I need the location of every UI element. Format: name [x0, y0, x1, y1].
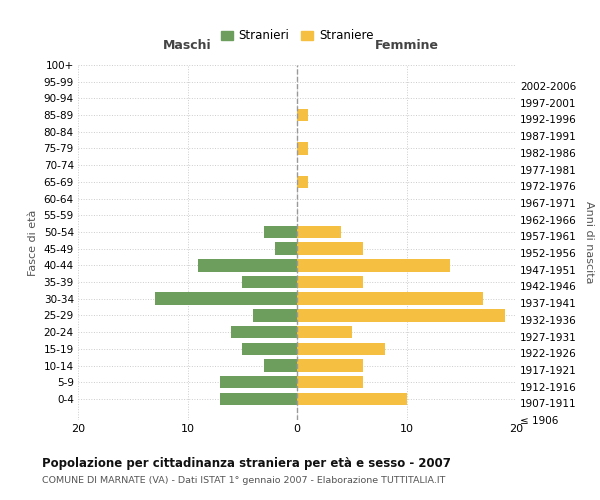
Bar [199, 259, 297, 272]
Text: COMUNE DI MARNATE (VA) - Dati ISTAT 1° gennaio 2007 - Elaborazione TUTTITALIA.IT: COMUNE DI MARNATE (VA) - Dati ISTAT 1° g… [42, 476, 445, 485]
Bar [297, 242, 362, 255]
Bar [297, 292, 483, 305]
Bar [297, 360, 362, 372]
Bar [232, 326, 297, 338]
Bar [242, 342, 297, 355]
Bar [297, 109, 308, 122]
Y-axis label: Anni di nascita: Anni di nascita [584, 201, 593, 284]
Bar [253, 309, 297, 322]
Bar [297, 342, 385, 355]
Text: Popolazione per cittadinanza straniera per età e sesso - 2007: Popolazione per cittadinanza straniera p… [42, 458, 451, 470]
Bar [264, 226, 297, 238]
Y-axis label: Fasce di età: Fasce di età [28, 210, 38, 276]
Bar [297, 392, 407, 405]
Bar [275, 242, 297, 255]
Bar [220, 392, 297, 405]
Legend: Stranieri, Straniere: Stranieri, Straniere [216, 25, 378, 47]
Bar [242, 276, 297, 288]
Bar [297, 259, 450, 272]
Bar [297, 326, 352, 338]
Bar [297, 309, 505, 322]
Bar [155, 292, 297, 305]
Bar [297, 376, 362, 388]
Text: Maschi: Maschi [163, 38, 212, 52]
Bar [297, 142, 308, 154]
Bar [220, 376, 297, 388]
Bar [297, 276, 362, 288]
Bar [297, 176, 308, 188]
Text: Femmine: Femmine [374, 38, 439, 52]
Bar [297, 226, 341, 238]
Bar [264, 360, 297, 372]
